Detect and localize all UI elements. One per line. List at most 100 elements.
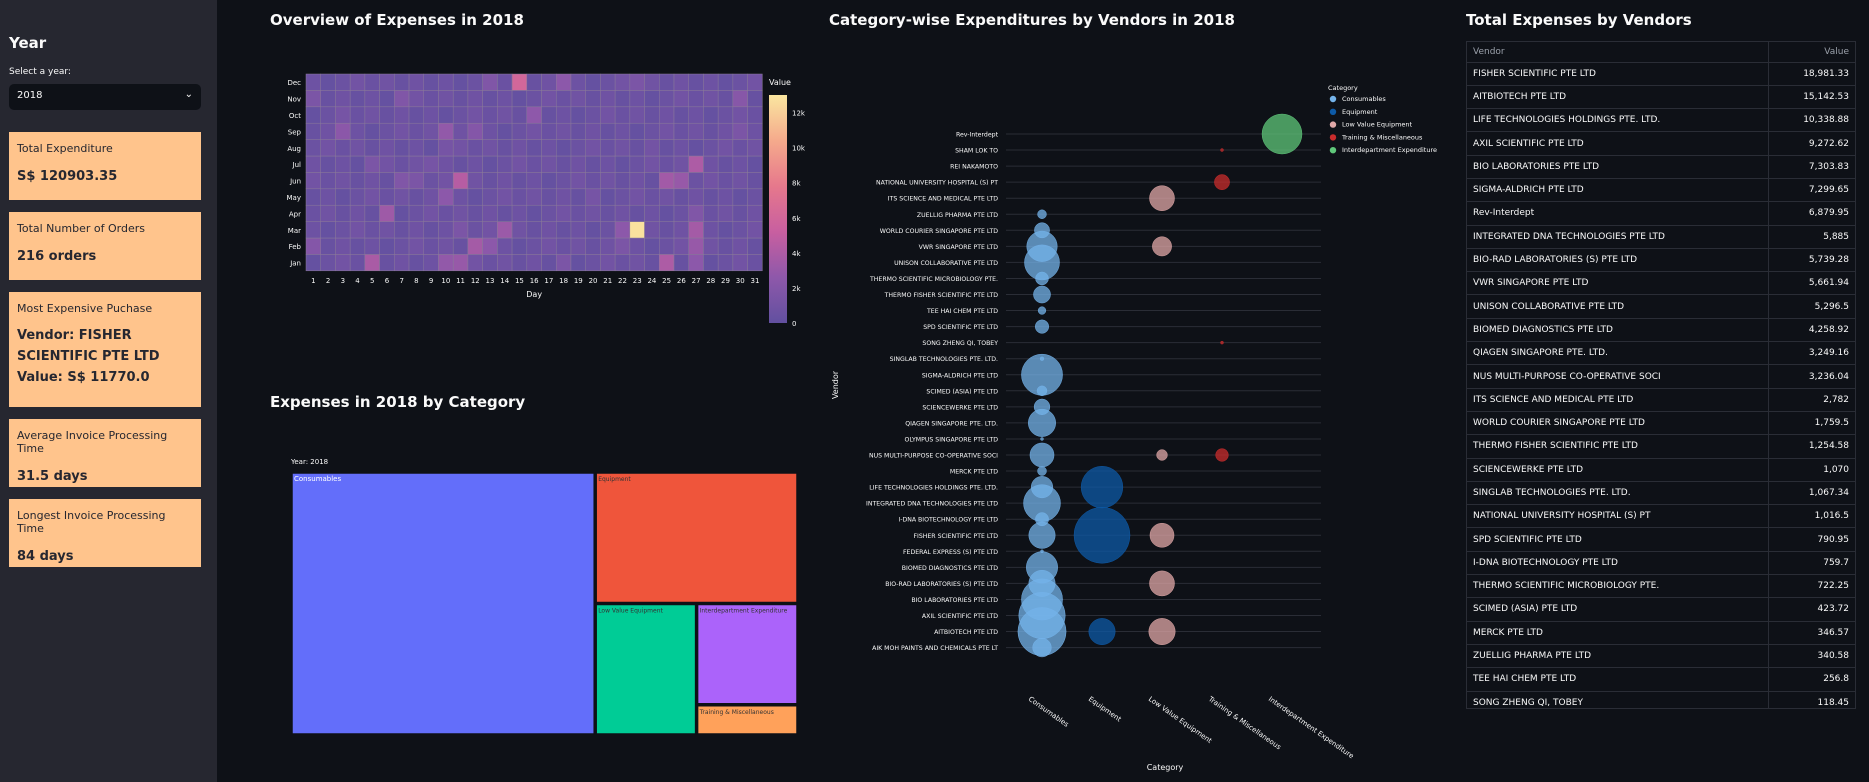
heatmap-cell[interactable] (555, 221, 572, 239)
heatmap-cell[interactable] (570, 155, 586, 173)
heatmap-cell[interactable] (526, 139, 542, 157)
heatmap-cell[interactable] (394, 139, 410, 157)
heatmap-cell[interactable] (394, 106, 410, 124)
heatmap-cell[interactable] (408, 221, 425, 239)
heatmap-cell[interactable] (541, 254, 557, 272)
heatmap-cell[interactable] (438, 172, 454, 190)
heatmap-cell[interactable] (364, 73, 380, 91)
treemap-tile[interactable] (595, 603, 697, 735)
heatmap-cell[interactable] (526, 106, 542, 124)
heatmap-cell[interactable] (747, 188, 763, 206)
heatmap-cell[interactable] (467, 221, 483, 239)
heatmap-cell[interactable] (511, 155, 528, 173)
heatmap-cell[interactable] (644, 155, 660, 173)
table-row[interactable]: THERMO SCIENTIFIC MICROBIOLOGY PTE. 722.2… (1467, 574, 1855, 599)
heatmap-cell[interactable] (614, 204, 631, 222)
heatmap-cell[interactable] (717, 204, 734, 222)
heatmap-cell[interactable] (600, 172, 616, 190)
heatmap-cell[interactable] (614, 155, 631, 173)
heatmap-cell[interactable] (335, 106, 351, 124)
heatmap-cell[interactable] (438, 188, 454, 206)
heatmap-cell[interactable] (349, 237, 366, 255)
heatmap-cell[interactable] (452, 90, 469, 108)
heatmap-cell[interactable] (673, 221, 689, 239)
legend-marker[interactable] (1329, 134, 1337, 141)
treemap-tile[interactable] (291, 472, 595, 735)
heatmap-cell[interactable] (688, 139, 704, 157)
heatmap-cell[interactable] (408, 237, 425, 255)
heatmap-cell[interactable] (349, 122, 366, 140)
heatmap-cell[interactable] (467, 73, 483, 91)
heatmap-cell[interactable] (717, 237, 734, 255)
heatmap-cell[interactable] (673, 90, 689, 108)
heatmap-cell[interactable] (394, 155, 410, 173)
heatmap-cell[interactable] (732, 172, 748, 190)
heatmap-cell[interactable] (394, 254, 410, 272)
heatmap-cell[interactable] (570, 90, 586, 108)
bubble-point[interactable] (1149, 185, 1175, 211)
heatmap-cell[interactable] (732, 221, 748, 239)
heatmap-cell[interactable] (614, 237, 631, 255)
table-row[interactable]: NUS MULTI-PURPOSE CO-OPERATIVE SOCI 3,236… (1467, 364, 1855, 389)
heatmap-cell[interactable] (497, 106, 513, 124)
heatmap-cell[interactable] (600, 139, 616, 157)
heatmap-cell[interactable] (305, 106, 321, 124)
bubble-point[interactable] (1028, 521, 1056, 549)
heatmap-cell[interactable] (511, 221, 528, 239)
heatmap-cell[interactable] (717, 155, 734, 173)
heatmap-cell[interactable] (570, 221, 586, 239)
heatmap-cell[interactable] (747, 106, 763, 124)
heatmap-cell[interactable] (438, 204, 454, 222)
heatmap-cell[interactable] (452, 139, 469, 157)
bubble-point[interactable] (1261, 113, 1303, 155)
heatmap-cell[interactable] (497, 139, 513, 157)
heatmap-cell[interactable] (379, 188, 395, 206)
heatmap-cell[interactable] (555, 106, 572, 124)
heatmap-cell[interactable] (335, 172, 351, 190)
heatmap-cell[interactable] (423, 204, 439, 222)
heatmap-cell[interactable] (320, 73, 336, 91)
heatmap-cell[interactable] (585, 90, 601, 108)
heatmap-cell[interactable] (320, 106, 336, 124)
heatmap-cell[interactable] (659, 90, 675, 108)
heatmap-cell[interactable] (614, 139, 631, 157)
heatmap-cell[interactable] (497, 122, 513, 140)
table-row[interactable]: SIGMA-ALDRICH PTE LTD 7,299.65 (1467, 178, 1855, 203)
heatmap-cell[interactable] (600, 155, 616, 173)
heatmap-cell[interactable] (688, 204, 704, 222)
heatmap-cell[interactable] (673, 139, 689, 157)
heatmap-cell[interactable] (408, 90, 425, 108)
heatmap-cell[interactable] (467, 254, 483, 272)
heatmap-cell[interactable] (497, 237, 513, 255)
heatmap-cell[interactable] (703, 106, 719, 124)
heatmap-cell[interactable] (423, 73, 439, 91)
heatmap-cell[interactable] (526, 155, 542, 173)
heatmap-cell[interactable] (659, 106, 675, 124)
heatmap-cell[interactable] (511, 122, 528, 140)
heatmap-cell[interactable] (452, 221, 469, 239)
heatmap-cell[interactable] (600, 106, 616, 124)
heatmap-cell[interactable] (659, 73, 675, 91)
bubble-point[interactable] (1035, 271, 1049, 286)
heatmap-cell[interactable] (379, 204, 395, 222)
heatmap-cell[interactable] (585, 172, 601, 190)
heatmap-cell[interactable] (717, 139, 734, 157)
heatmap-cell[interactable] (452, 204, 469, 222)
heatmap-cell[interactable] (659, 122, 675, 140)
heatmap-cell[interactable] (394, 90, 410, 108)
heatmap-cell[interactable] (526, 172, 542, 190)
heatmap-cell[interactable] (408, 73, 425, 91)
heatmap-cell[interactable] (438, 106, 454, 124)
heatmap-cell[interactable] (364, 254, 380, 272)
heatmap-cell[interactable] (600, 204, 616, 222)
heatmap-cell[interactable] (335, 237, 351, 255)
bubble-point[interactable] (1088, 618, 1116, 645)
heatmap-cell[interactable] (673, 172, 689, 190)
heatmap-cell[interactable] (614, 122, 631, 140)
heatmap-cell[interactable] (541, 221, 557, 239)
bubble-point[interactable] (1037, 306, 1047, 315)
legend-marker[interactable] (1329, 108, 1337, 115)
heatmap-cell[interactable] (364, 139, 380, 157)
table-row[interactable]: BIO-RAD LABORATORIES (S) PTE LTD 5,739.28 (1467, 248, 1855, 273)
legend-item[interactable]: Low Value Equipment (1342, 121, 1413, 129)
